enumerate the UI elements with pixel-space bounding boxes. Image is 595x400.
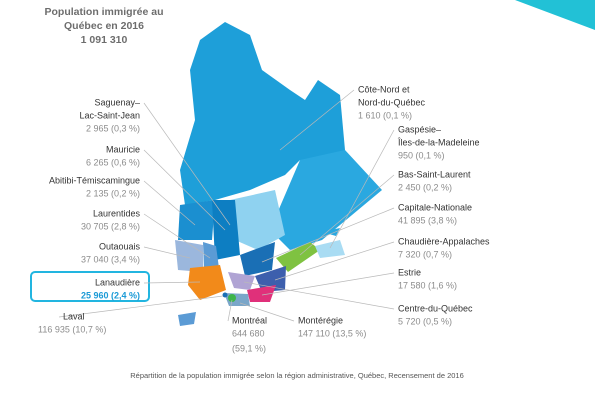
region-value: 7 320 (0,7 %) <box>398 249 452 259</box>
region-capitale-nationale <box>240 242 275 276</box>
region-outaouais <box>175 240 203 272</box>
region-montreal <box>228 294 236 302</box>
region-name: Mauricie <box>106 144 140 154</box>
leader-line <box>143 281 201 284</box>
region-mauricie <box>212 200 240 260</box>
region-value: 25 960 (2,4 %) <box>81 290 140 300</box>
region-value: (59,1 %) <box>232 343 266 353</box>
region-lanaudiere <box>188 265 226 300</box>
leader-line <box>243 281 395 310</box>
leader-line <box>329 129 395 249</box>
region-name: Nord-du-Québec <box>358 97 426 107</box>
region-name: Saguenay– <box>94 97 140 107</box>
region-value: 950 (0,1 %) <box>398 150 445 160</box>
region-value: 6 265 (0,6 %) <box>86 157 140 167</box>
leader-line <box>299 174 395 256</box>
region-name: Estrie <box>398 267 421 277</box>
leader-line <box>143 180 196 226</box>
region-name: Capitale-Nationale <box>398 202 472 212</box>
leader-line <box>58 295 224 318</box>
leader-line <box>143 246 191 259</box>
title: Québec en 2016 <box>64 20 144 32</box>
region-name: Montréal <box>232 315 267 325</box>
region-name: Îles-de-la-Madeleine <box>397 137 480 147</box>
leader-line <box>239 302 295 322</box>
region-name: Outaouais <box>99 241 141 251</box>
region-saguenay <box>230 190 285 250</box>
region-name: Côte-Nord et <box>358 84 410 94</box>
title: Population immigrée au <box>44 6 163 18</box>
region-island <box>178 312 196 326</box>
region-name: Gaspésie– <box>398 124 441 134</box>
region-value: 644 680 <box>232 328 265 338</box>
caption: Répartition de la population immigrée se… <box>130 371 464 380</box>
region-value: 116 935 (10,7 %) <box>38 324 106 334</box>
leader-line <box>143 102 231 226</box>
region-value: 2 135 (0,2 %) <box>86 188 140 198</box>
region-name: Laval <box>63 311 85 321</box>
region-monteregie <box>224 293 250 306</box>
region-name: Chaudière-Appalaches <box>398 236 490 246</box>
region-name: Lanaudière <box>95 277 140 287</box>
leader-line <box>261 272 395 296</box>
leader-line <box>143 213 211 259</box>
region-value: 41 895 (3,8 %) <box>398 215 457 225</box>
map <box>175 22 382 326</box>
region-bas-saint-laurent <box>276 242 320 272</box>
leader-line <box>279 89 355 151</box>
region-name: Lac-Saint-Jean <box>79 110 140 120</box>
region-abitibi <box>178 200 215 240</box>
highlight-box <box>30 271 150 302</box>
region-name: Montérégie <box>298 315 343 325</box>
leader-line <box>261 207 395 263</box>
leader-line <box>274 241 395 281</box>
leader-line <box>227 299 233 322</box>
island-anticosti <box>322 228 340 236</box>
region-name: Abitibi-Témiscamingue <box>49 175 140 185</box>
region-name: Bas-Saint-Laurent <box>398 169 471 179</box>
region-estrie <box>247 285 276 302</box>
region-centre-du-quebec <box>228 272 255 290</box>
region-value: 147 110 (13,5 %) <box>298 328 366 338</box>
corner-decoration <box>515 0 595 30</box>
region-value: 2 450 (0,2 %) <box>398 182 452 192</box>
region-name: Centre-du-Québec <box>398 303 473 313</box>
region-value: 1 610 (0,1 %) <box>358 110 412 120</box>
region-value: 2 965 (0,3 %) <box>86 123 140 133</box>
region-value: 17 580 (1,6 %) <box>398 280 457 290</box>
region-laval <box>222 292 228 298</box>
region-value: 30 705 (2,8 %) <box>81 221 140 231</box>
region-laurentides <box>203 242 219 271</box>
region-value: 5 720 (0,5 %) <box>398 316 452 326</box>
region-cote-nord <box>270 150 382 250</box>
leader-line <box>143 149 226 231</box>
region-gaspesie <box>315 240 345 258</box>
region-name: Laurentides <box>93 208 141 218</box>
title: 1 091 310 <box>81 34 128 46</box>
region-value: 37 040 (3,4 %) <box>81 254 140 264</box>
